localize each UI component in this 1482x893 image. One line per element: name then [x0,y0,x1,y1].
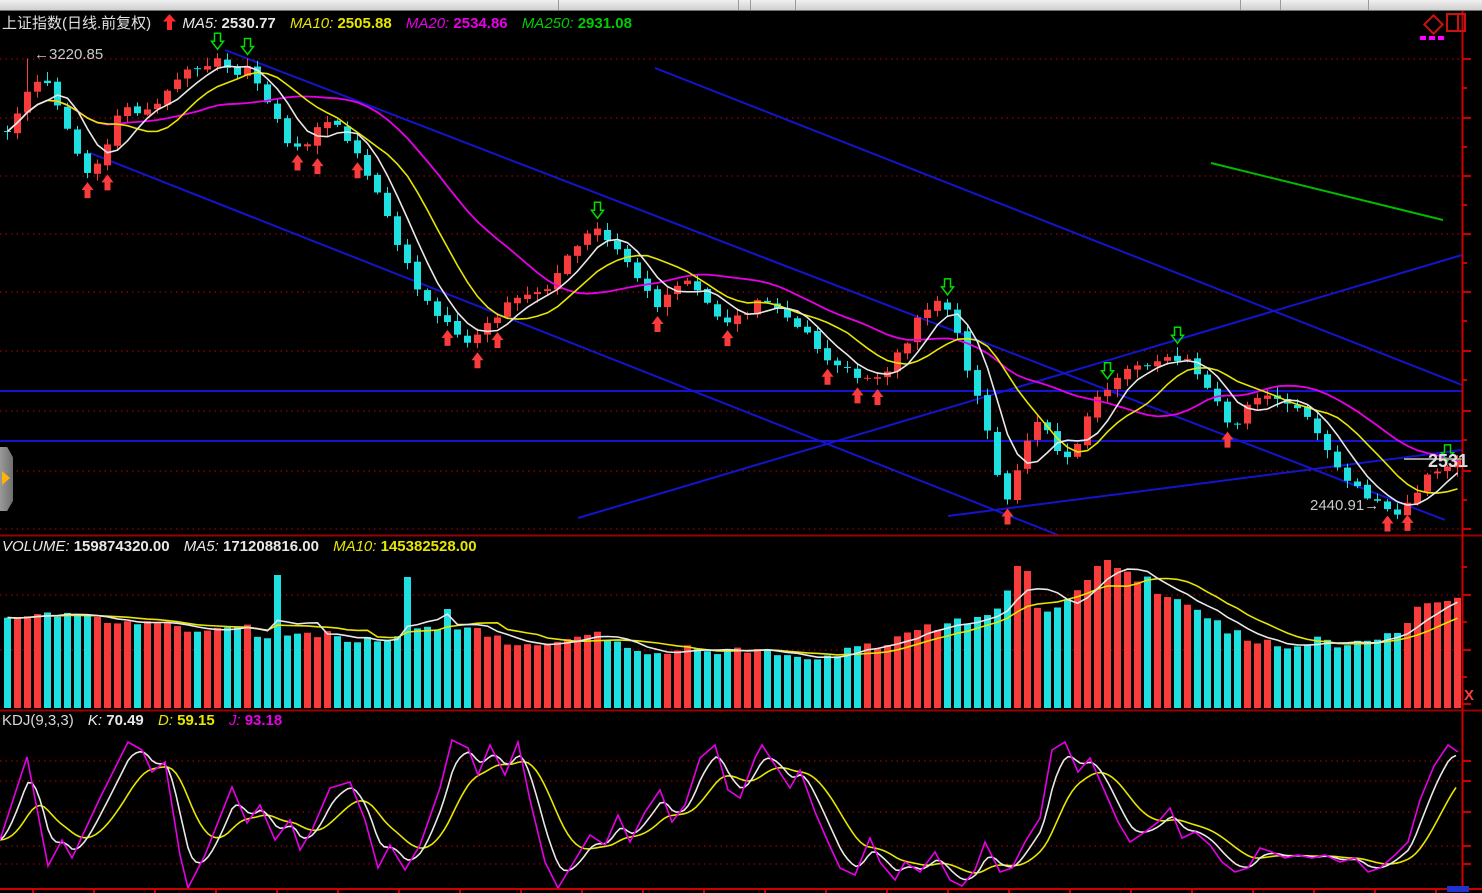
highest-price-label: ←3220.85 [34,46,104,63]
toolbar-separator [795,0,796,10]
volume-readout: VOLUME: 159874320.00 [2,538,170,555]
main-chart-header: 上证指数(日线.前复权) MA5: 2530.77 MA10: 2505.88 … [2,12,642,33]
indicator-close-button[interactable]: X [1464,687,1475,704]
ma5-readout: MA5: 2530.77 [182,15,276,32]
more-options-dots-icon[interactable] [1420,36,1444,40]
kdj-panel-header: KDJ(9,3,3) K: 70.49 D: 59.15 J: 93.18 [2,712,292,729]
volume-ma10-readout: MA10: 145382528.00 [333,538,477,555]
horizontal-scrollbar-thumb[interactable] [1447,886,1469,892]
split-window-divider [1457,15,1459,30]
split-window-icon[interactable] [1446,13,1466,32]
toolbar-separator [558,0,559,10]
kdj-layer [0,738,1459,891]
toolbar-separator [750,0,751,10]
toolbar-separator [738,0,739,10]
sidebar-expander-tab[interactable] [0,447,13,511]
volume-ma5-readout: MA5: 171208816.00 [183,538,319,555]
toolbar-separator [1280,0,1281,10]
expander-arrow-icon [2,471,10,485]
signal-arrows-layer [81,32,1462,532]
frame-axis-layer [0,10,1482,893]
ma250-readout: MA250: 2931.08 [521,15,632,32]
up-trend-icon [163,14,177,30]
kdj-j-readout: J: 93.18 [228,712,283,729]
kdj-k-readout: K: 70.49 [87,712,144,729]
last-price-tag: 2531 [1428,451,1469,471]
volume-layer [4,560,1461,708]
volume-panel-header: VOLUME: 159874320.00 MA5: 171208816.00 M… [2,538,487,555]
symbol-title: 上证指数(日线.前复权) [2,15,152,32]
toolbar-separator [1368,0,1369,10]
ma20-readout: MA20: 2534.86 [405,15,508,32]
kdj-d-readout: D: 59.15 [157,712,215,729]
toolbar-separator [1240,0,1241,10]
price-ma-layer [6,65,1459,506]
kdj-title: KDJ(9,3,3) [2,712,74,729]
lowest-price-label: 2440.91→ [1310,497,1380,514]
window-toolbar-strip[interactable] [0,0,1482,11]
ma10-readout: MA10: 2505.88 [289,15,392,32]
